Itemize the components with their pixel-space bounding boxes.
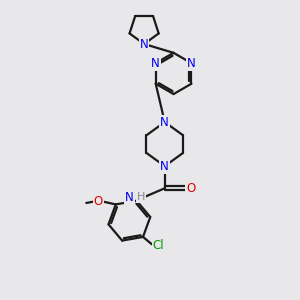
- Text: N: N: [160, 116, 169, 128]
- Text: H: H: [136, 192, 145, 202]
- Text: N: N: [151, 57, 160, 70]
- Text: N: N: [160, 160, 169, 173]
- Text: Cl: Cl: [152, 239, 164, 252]
- Text: O: O: [186, 182, 195, 195]
- Text: N: N: [125, 190, 134, 204]
- Text: N: N: [140, 38, 148, 50]
- Text: O: O: [94, 195, 103, 208]
- Text: N: N: [187, 57, 196, 70]
